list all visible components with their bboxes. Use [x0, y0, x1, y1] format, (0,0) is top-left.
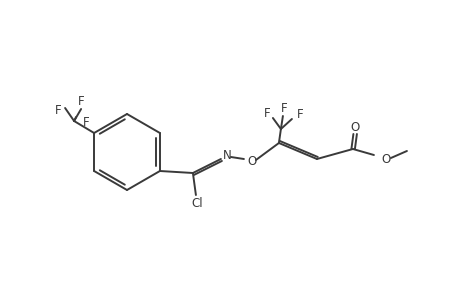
Text: Cl: Cl [190, 196, 202, 209]
Text: O: O [381, 152, 390, 166]
Text: F: F [296, 107, 302, 121]
Text: F: F [263, 106, 269, 119]
Text: F: F [55, 103, 61, 116]
Text: O: O [247, 154, 256, 167]
Text: O: O [349, 121, 359, 134]
Text: F: F [280, 101, 286, 115]
Text: N: N [222, 148, 231, 161]
Text: F: F [78, 94, 84, 107]
Text: F: F [83, 116, 89, 128]
